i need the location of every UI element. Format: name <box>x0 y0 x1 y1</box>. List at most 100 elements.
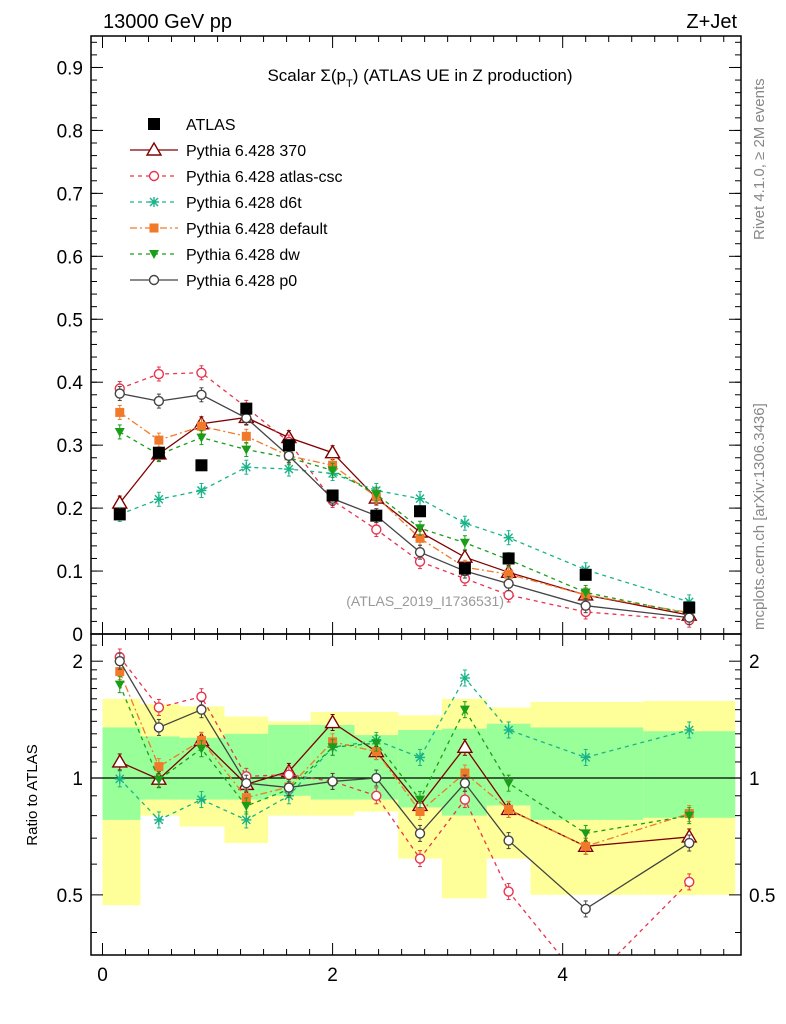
ratio-series-point <box>415 752 426 763</box>
atlas-data-point <box>458 562 471 575</box>
x-tick-label: 4 <box>557 965 568 986</box>
ratio-series-point <box>503 835 514 846</box>
atlas-data-point <box>195 459 208 472</box>
series-point <box>684 612 695 623</box>
ratio-series-point <box>459 673 470 684</box>
ratio-series-point <box>241 814 252 825</box>
series-point <box>115 407 125 417</box>
ratio-series-point <box>283 769 295 780</box>
ratio-series-point <box>684 724 695 735</box>
ratio-series-point <box>580 903 591 915</box>
ratio-series-point <box>459 705 470 715</box>
ratio-series-point <box>371 790 382 801</box>
ratio-series-point <box>459 794 471 805</box>
x-tick-label: 0 <box>97 965 108 986</box>
series-point <box>580 588 591 598</box>
ratio-series-point <box>581 982 590 991</box>
series-point <box>196 485 207 496</box>
atlas-data-point <box>113 508 126 521</box>
series-point <box>459 538 470 548</box>
ratio-series-point <box>580 752 591 763</box>
series-point <box>196 433 207 443</box>
legend-marker <box>148 274 160 286</box>
legend-entry: Pythia 6.428 dw <box>130 247 300 264</box>
analysis-watermark: (ATLAS_2019_I1736531) <box>346 593 504 609</box>
legend-label: Pythia 6.428 dw <box>186 247 300 264</box>
series-point <box>241 431 251 441</box>
process-label: Z+Jet <box>686 11 737 33</box>
atlas-data-point <box>414 505 427 518</box>
ratio-series-point <box>153 814 164 825</box>
series-point <box>459 518 470 529</box>
main-panel: 0 0.1 0.2 0.3 0.4 0.5 0.6 0.7 0.8 0.9 Scalar Σ(pT… <box>57 35 742 646</box>
y-tick-label: 0.2 <box>57 499 83 520</box>
series-point <box>371 524 382 535</box>
ratio-series-point <box>684 876 695 888</box>
ratio-y-tick-label: 1 <box>72 769 83 790</box>
series-line <box>119 392 690 619</box>
ratio-panel: 0.5 0.5 1 1 2 2 0 2 4 Ratio to ATLAS <box>24 633 775 991</box>
ratio-series-point <box>114 655 125 667</box>
ratio-series-point <box>371 772 382 784</box>
ratio-series-point <box>414 828 426 839</box>
ratio-series-point <box>154 762 164 772</box>
legend-entry: ATLAS <box>148 117 236 134</box>
y-tick-label: 0.7 <box>57 184 83 205</box>
legend-marker <box>145 141 163 156</box>
ratio-series-point <box>415 806 425 816</box>
atlas-data-point <box>579 568 592 581</box>
main-data-points <box>113 402 696 614</box>
series-point <box>114 427 125 437</box>
main-axis-ticks: 0 0.1 0.2 0.3 0.4 0.5 0.6 0.7 0.8 0.9 <box>57 36 741 646</box>
inner-band <box>643 731 736 818</box>
series-point <box>580 600 591 611</box>
legend-entry: Pythia 6.428 default <box>130 221 328 238</box>
series-point <box>153 395 165 407</box>
legend-entry: Pythia 6.428 370 <box>130 141 306 160</box>
ratio-series-point <box>283 782 295 793</box>
legend-marker <box>149 250 159 259</box>
ratio-series-point <box>684 811 695 821</box>
ratio-series-point <box>115 667 125 677</box>
ratio-y-tick-label-right: 0.5 <box>749 886 775 907</box>
series-point <box>415 524 426 534</box>
ratio-series-point <box>196 691 207 702</box>
series-point <box>324 444 341 459</box>
ratio-series-point <box>196 794 207 805</box>
series-point <box>241 412 252 424</box>
ratio-series-point <box>459 777 471 789</box>
ratio-series-point <box>111 753 128 768</box>
legend-entry: Pythia 6.428 atlas-csc <box>130 169 343 186</box>
y-tick-label: 0.3 <box>57 436 83 457</box>
ratio-series-lines <box>111 648 698 991</box>
ratio-series-point <box>415 795 426 805</box>
inner-band <box>102 727 141 820</box>
series-point <box>283 464 294 475</box>
ratio-series-point <box>114 680 125 690</box>
ratio-series-line <box>119 676 690 821</box>
series-point <box>415 493 426 504</box>
ratio-series-point <box>153 702 165 713</box>
ratio-series-point <box>196 704 207 715</box>
ratio-series-line <box>119 684 690 835</box>
atlas-data-point <box>152 446 165 459</box>
series-line <box>119 372 690 621</box>
ratio-series-point <box>414 853 426 864</box>
series-line <box>119 466 690 603</box>
y-tick-label: 0.1 <box>57 562 83 583</box>
y-tick-label: 0.9 <box>57 58 83 79</box>
mcplots-label: mcplots.cern.ch [arXiv:1306.3436] <box>751 403 768 630</box>
y-tick-label: 0.4 <box>57 373 84 394</box>
series-point <box>414 546 426 558</box>
series-point <box>196 367 207 378</box>
ratio-y-tick-label-right: 1 <box>749 769 760 790</box>
ratio-series-point <box>503 886 514 897</box>
y-tick-label: 0 <box>72 625 83 646</box>
main-series-lines <box>111 365 698 628</box>
legend-marker <box>148 118 160 130</box>
ratio-series-point <box>371 739 382 749</box>
legend-label: ATLAS <box>186 117 236 134</box>
series-point <box>153 368 165 380</box>
ratio-series-point <box>196 744 207 754</box>
ratio-y-tick-label: 2 <box>72 652 83 673</box>
